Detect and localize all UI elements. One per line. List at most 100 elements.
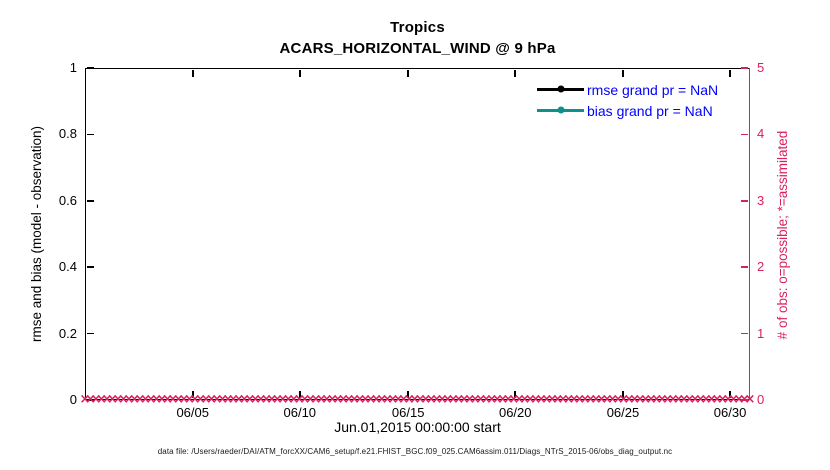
- obs-count-x-marker: ×: [79, 391, 91, 407]
- obs-count-x-marker: ×: [161, 391, 173, 407]
- obs-count-x-marker: ×: [222, 391, 234, 407]
- obs-count-x-marker: ×: [178, 391, 190, 407]
- y-left-tick: [86, 266, 94, 268]
- obs-count-x-marker: ×: [541, 391, 553, 407]
- right-y-axis-label: # of obs: o=possible; *=assimilated: [775, 130, 790, 340]
- obs-count-x-marker: ×: [266, 391, 278, 407]
- obs-count-x-marker: ×: [640, 391, 652, 407]
- y-right-tick-label: 2: [757, 259, 765, 275]
- chart-title: Tropics: [390, 19, 445, 36]
- obs-count-x-marker: ×: [118, 391, 129, 407]
- x-tick-label: 06/25: [606, 405, 640, 420]
- obs-count-x-marker: ×: [590, 391, 602, 407]
- obs-count-x-marker: ×: [651, 391, 663, 407]
- obs-count-x-marker: ×: [332, 391, 344, 407]
- obs-count-x-marker: ×: [568, 391, 580, 407]
- obs-count-x-marker: ×: [96, 391, 107, 407]
- obs-count-x-marker: ×: [282, 391, 294, 407]
- obs-count-x-marker: ×: [656, 391, 668, 407]
- obs-count-x-marker: ×: [354, 391, 366, 407]
- obs-count-x-marker: ×: [398, 391, 410, 407]
- y-left-tick-label: 0: [69, 392, 77, 407]
- obs-count-x-marker: ×: [728, 391, 739, 407]
- right-axis-spine: [748, 68, 751, 400]
- obs-count-x-marker: ×: [150, 391, 162, 407]
- obs-count-x-marker: ×: [129, 391, 140, 407]
- obs-count-x-marker: ×: [337, 391, 349, 407]
- obs-count-x-marker: ×: [711, 391, 723, 407]
- obs-count-x-marker: ×: [376, 391, 388, 407]
- x-tick-label: 06/20: [498, 405, 532, 420]
- obs-count-x-marker: ×: [530, 391, 542, 407]
- obs-count-x-marker: ×: [535, 391, 547, 407]
- rmse-line-sample: [537, 85, 584, 93]
- obs-count-x-marker: ×: [689, 391, 701, 407]
- obs-count-x-marker: ×: [183, 391, 195, 407]
- obs-count-x-marker: ×: [667, 391, 679, 407]
- obs-count-x-marker: ×: [497, 391, 509, 407]
- rmse-marker-dot: [557, 85, 564, 93]
- obs-count-x-marker: ×: [194, 391, 206, 407]
- y-left-tick: [86, 200, 94, 202]
- obs-count-x-marker: ×: [260, 391, 272, 407]
- obs-count-x-marker: ×: [662, 391, 673, 407]
- obs-count-x-marker: ×: [365, 391, 377, 407]
- y-right-tick-label: 4: [757, 126, 765, 142]
- y-right-tick: [741, 399, 749, 401]
- obs-count-x-marker: ×: [706, 391, 717, 407]
- obs-count-x-marker: ×: [464, 391, 476, 407]
- data-file-path: data file: /Users/raeder/DAI/ATM_forcXX/…: [157, 447, 673, 456]
- obs-count-x-marker: ×: [557, 391, 569, 407]
- obs-count-x-marker: ×: [85, 391, 96, 407]
- obs-count-x-marker: ×: [695, 391, 706, 407]
- bias-line-sample: [537, 106, 584, 114]
- x-top-tick: [622, 69, 624, 77]
- obs-count-x-marker: ×: [563, 391, 575, 407]
- obs-count-x-marker: ×: [293, 391, 305, 407]
- y-right-tick: [741, 200, 749, 202]
- obs-count-x-marker: ×: [733, 391, 745, 407]
- x-bottom-tick: [191, 391, 194, 399]
- x-tick-label: 06/05: [176, 405, 209, 420]
- obs-count-x-marker: ×: [596, 391, 608, 407]
- x-top-tick: [514, 69, 517, 77]
- obs-count-x-marker: ×: [469, 391, 481, 407]
- obs-count-x-marker: ×: [629, 391, 641, 407]
- y-left-tick-label: 0.6: [58, 192, 77, 208]
- obs-count-x-marker: ×: [277, 391, 289, 407]
- obs-count-x-marker: ×: [486, 391, 498, 407]
- x-bottom-tick: [298, 391, 301, 399]
- obs-count-x-marker: ×: [387, 391, 399, 407]
- obs-count-x-marker: ×: [508, 391, 520, 407]
- obs-count-x-marker: ×: [145, 391, 157, 407]
- obs-count-x-marker: ×: [574, 391, 586, 407]
- obs-count-x-marker: ×: [425, 391, 437, 407]
- obs-count-x-marker: ×: [255, 391, 267, 407]
- obs-count-x-marker: ×: [546, 391, 558, 407]
- obs-count-x-marker: ×: [431, 391, 443, 407]
- obs-count-x-marker: ×: [645, 391, 657, 407]
- legend-item-rmse: rmse grand pr = NaN: [537, 79, 718, 100]
- obs-count-x-marker: ×: [299, 391, 311, 407]
- obs-count-x-marker: ×: [739, 391, 750, 407]
- y-right-tick: [741, 67, 749, 69]
- obs-count-x-marker: ×: [420, 391, 432, 407]
- legend-item-bias: bias grand pr = NaN: [537, 100, 718, 121]
- obs-count-x-marker: ×: [244, 391, 256, 407]
- obs-count-x-marker: ×: [519, 391, 531, 407]
- obs-count-x-marker: ×: [623, 391, 635, 407]
- obs-count-x-marker: ×: [211, 391, 223, 407]
- obs-count-x-marker: ×: [414, 391, 426, 407]
- obs-count-x-marker: ×: [453, 391, 465, 407]
- obs-count-x-marker: ×: [310, 391, 322, 407]
- obs-count-x-marker: ×: [634, 391, 646, 407]
- y-left-tick: [86, 67, 94, 69]
- obs-count-x-marker: ×: [167, 391, 179, 407]
- obs-count-x-marker: ×: [326, 391, 338, 407]
- y-left-tick-label: 1: [69, 60, 77, 75]
- bias-marker-dot: [557, 106, 564, 114]
- obs-count-x-marker: ×: [321, 391, 333, 407]
- obs-count-x-marker: ×: [678, 391, 690, 407]
- obs-count-x-marker: ×: [409, 391, 421, 407]
